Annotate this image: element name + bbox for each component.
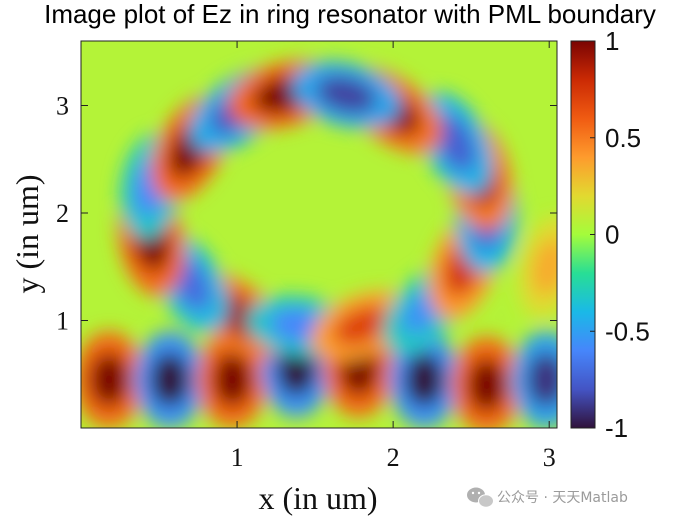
x-axis-label: x (in um) (258, 480, 377, 516)
colorbar-tick-label: -0.5 (605, 316, 650, 346)
field-lobe-core (89, 352, 129, 407)
y-axis-ticks: 1 2 3 (56, 92, 557, 336)
field-lobe (292, 61, 401, 129)
field-lobe-core (212, 352, 252, 407)
x-tick-label: 2 (387, 443, 400, 472)
x-tick-label: 1 (231, 443, 244, 472)
field-lobe-core (467, 358, 507, 412)
watermark-text: 公众号 · 天天Matlab (497, 490, 628, 506)
x-axis-ticks: 1 2 3 (231, 41, 556, 472)
y-axis-label: y (in um) (9, 174, 45, 293)
field-lobe (451, 336, 522, 428)
y-tick-label: 2 (56, 199, 69, 228)
x-tick-label: 3 (543, 443, 556, 472)
chart-title: Image plot of Ez in ring resonator with … (44, 0, 656, 29)
field-lobe (389, 331, 460, 428)
field-lobe-core (316, 76, 377, 114)
field-lobe-core (532, 238, 557, 295)
plot-frame (80, 40, 558, 429)
field-lobe-core (150, 352, 190, 407)
field-lobe (511, 331, 557, 428)
watermark: 公众号 · 天天Matlab (467, 487, 628, 508)
colorbar-ticks: 1 0.5 0 -0.5 -1 (590, 26, 650, 443)
field-lobes (81, 60, 557, 428)
wechat-icon (467, 487, 494, 508)
field-lobe-core (435, 114, 477, 172)
colorbar-tick-label: 0 (605, 220, 619, 250)
colorbar-tick-label: 1 (605, 26, 619, 56)
field-lobe-core (404, 352, 444, 407)
heatmap-plot-area (81, 41, 557, 428)
y-tick-label: 3 (56, 92, 69, 121)
y-tick-label: 1 (56, 307, 69, 336)
colorbar: 1 0.5 0 -0.5 -1 (570, 26, 650, 443)
field-lobe (134, 331, 206, 428)
field-lobe-core (527, 352, 557, 407)
field-lobe (81, 331, 145, 428)
colorbar-tick-label: -1 (605, 413, 628, 443)
field-lobe-core (333, 306, 391, 346)
field-lobe (518, 216, 557, 318)
colorbar-tick-label: 0.5 (605, 123, 641, 153)
